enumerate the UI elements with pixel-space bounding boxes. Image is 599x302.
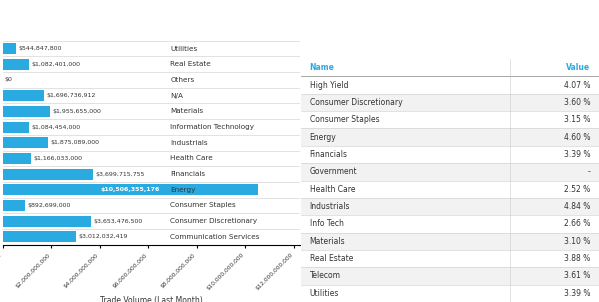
Text: N/A: N/A [170, 93, 183, 99]
Text: Consumer Staples: Consumer Staples [310, 115, 379, 124]
Text: 3.61 %: 3.61 % [564, 271, 590, 281]
Bar [301, 267, 599, 285]
Bar [301, 181, 599, 198]
Text: $3,699,715,755: $3,699,715,755 [95, 172, 144, 177]
Bar [301, 111, 599, 128]
Text: Utilities: Utilities [310, 289, 339, 298]
Text: $544,847,800: $544,847,800 [19, 46, 62, 51]
Bar [3, 216, 92, 226]
Bar [3, 90, 44, 101]
Bar [301, 76, 599, 94]
Text: 3.88 %: 3.88 % [564, 254, 590, 263]
Text: $0: $0 [4, 78, 13, 82]
Text: $1,082,401,000: $1,082,401,000 [32, 62, 80, 67]
Text: Health Care: Health Care [310, 185, 355, 194]
Text: Health Care: Health Care [170, 155, 213, 161]
Bar [301, 94, 599, 111]
Text: Telecom: Telecom [310, 271, 341, 281]
Text: $1,875,089,000: $1,875,089,000 [51, 140, 100, 145]
Bar [301, 215, 599, 233]
Text: Consumer Staples: Consumer Staples [170, 202, 236, 208]
Text: $3,653,476,500: $3,653,476,500 [94, 219, 143, 223]
X-axis label: Trade Volume (Last Month): Trade Volume (Last Month) [100, 296, 202, 302]
Text: -: - [587, 167, 590, 176]
Text: $1,084,454,000: $1,084,454,000 [32, 124, 81, 130]
Bar [3, 169, 93, 180]
Text: Real Estate: Real Estate [310, 254, 353, 263]
Bar [3, 231, 76, 242]
Text: Info Tech: Info Tech [310, 220, 343, 228]
Text: Yield: Yield [310, 37, 339, 47]
Text: Financials: Financials [310, 150, 347, 159]
Text: $3,012,032,419: $3,012,032,419 [78, 234, 128, 239]
Bar [301, 250, 599, 267]
Text: Industrials: Industrials [310, 202, 350, 211]
Text: Utilities: Utilities [170, 46, 198, 52]
Bar [301, 128, 599, 146]
Text: 3.39 %: 3.39 % [564, 150, 590, 159]
Text: Communication Services: Communication Services [170, 234, 259, 240]
Text: Real Estate: Real Estate [170, 61, 211, 67]
Text: Consumer Discretionary: Consumer Discretionary [170, 218, 257, 224]
Text: $1,166,033,000: $1,166,033,000 [34, 156, 83, 161]
Text: Energy: Energy [310, 133, 337, 142]
Text: 2.52 %: 2.52 % [564, 185, 590, 194]
Text: 4.84 %: 4.84 % [564, 202, 590, 211]
Text: 2.66 %: 2.66 % [564, 220, 590, 228]
Text: $10,506,355,176: $10,506,355,176 [101, 187, 160, 192]
Bar [301, 163, 599, 181]
Bar [3, 184, 258, 195]
Text: Trade Volume (Last Month) - High Yield: Trade Volume (Last Month) - High Yield [6, 15, 237, 25]
Text: Energy: Energy [170, 187, 195, 193]
Bar [301, 146, 599, 163]
Text: Consumer Discretionary: Consumer Discretionary [310, 98, 403, 107]
Text: $892,699,000: $892,699,000 [27, 203, 70, 208]
Text: Financials: Financials [170, 171, 205, 177]
Bar [3, 137, 49, 148]
Bar [3, 121, 29, 133]
Bar [3, 200, 25, 211]
Text: 4.60 %: 4.60 % [564, 133, 590, 142]
Text: Yield to Worst by Sub-Sector - High: Yield to Worst by Sub-Sector - High [310, 11, 518, 21]
Text: Others: Others [170, 77, 195, 83]
Text: Information Technology: Information Technology [170, 124, 254, 130]
Bar [301, 233, 599, 250]
Text: $1,696,736,912: $1,696,736,912 [47, 93, 96, 98]
Text: 3.60 %: 3.60 % [564, 98, 590, 107]
Text: Government: Government [310, 167, 357, 176]
Text: High Yield: High Yield [310, 81, 348, 90]
Text: 3.15 %: 3.15 % [564, 115, 590, 124]
Text: Materials: Materials [310, 237, 345, 246]
Bar [3, 106, 50, 117]
Bar [301, 285, 599, 302]
Bar [3, 43, 16, 54]
Text: Materials: Materials [170, 108, 203, 114]
Text: Value: Value [566, 63, 590, 72]
Text: 3.39 %: 3.39 % [564, 289, 590, 298]
Bar [3, 153, 31, 164]
Text: $1,955,655,000: $1,955,655,000 [53, 109, 102, 114]
Text: Industrials: Industrials [170, 140, 208, 146]
Text: 4.07 %: 4.07 % [564, 81, 590, 90]
Text: Name: Name [310, 63, 334, 72]
Bar [3, 59, 29, 70]
Text: 3.10 %: 3.10 % [564, 237, 590, 246]
Bar [301, 198, 599, 215]
